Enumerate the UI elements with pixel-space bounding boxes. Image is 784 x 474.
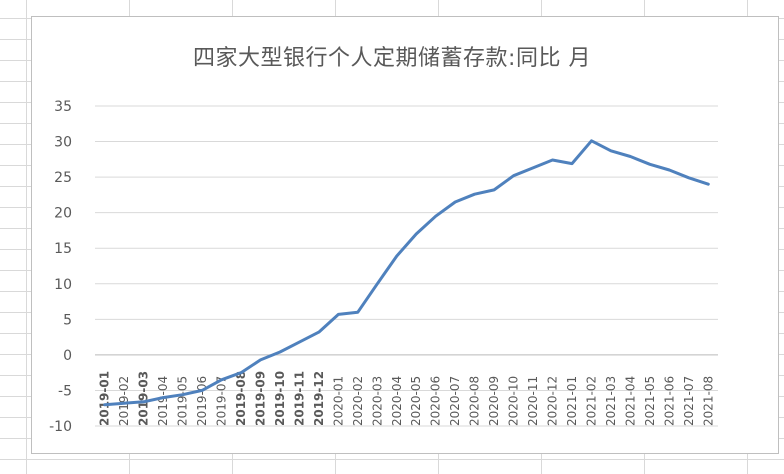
y-tick-label: -10 [49,419,72,435]
x-tick-label: 2020-04 [390,376,404,426]
x-tick-label: 2021-01 [565,376,579,426]
x-tick-label: 2021-06 [662,376,676,426]
y-tick-label: 35 [54,99,72,115]
x-tick-label: 2021-08 [701,376,715,426]
x-tick-label: 2020-01 [331,376,345,426]
x-tick-label: 2019-10 [273,371,287,426]
x-tick-label: 2019-09 [253,371,267,426]
y-tick-label: 15 [54,241,72,257]
x-tick-label: 2019-06 [195,376,209,426]
y-tick-label: 5 [63,312,72,328]
chart-area[interactable] [31,16,779,454]
x-tick-label: 2020-09 [487,376,501,426]
x-tick-label: 2020-03 [370,376,384,426]
y-tick-label: 25 [54,170,72,186]
y-tick-label: -5 [58,383,72,399]
x-tick-label: 2021-05 [643,376,657,426]
x-tick-label: 2020-12 [546,376,560,426]
series-line [103,139,710,407]
x-tick-label: 2020-10 [507,376,521,426]
x-tick-label: 2019-12 [312,371,326,426]
y-axis-ticks: 35 30 25 20 15 10 5 0 -5 -10 [49,99,72,435]
x-tick-label: 2019-08 [234,371,248,426]
x-tick-label: 2019-02 [117,376,131,426]
x-tick-label: 2019-01 [98,371,112,426]
x-tick-label: 2020-11 [526,376,540,426]
y-tick-label: 10 [54,277,72,293]
x-tick-label: 2021-02 [584,376,598,426]
x-tick-label: 2020-05 [409,376,423,426]
x-tick-label: 2020-08 [468,376,482,426]
x-tick-label: 2020-02 [351,376,365,426]
x-tick-label: 2019-05 [176,376,190,426]
x-tick-label: 2019-04 [156,376,170,426]
x-tick-label: 2021-07 [682,376,696,426]
y-tick-label: 20 [54,206,72,222]
gridlines [95,105,718,427]
y-tick-label: 0 [63,348,72,364]
x-tick-label: 2021-03 [604,376,618,426]
x-tick-label: 2019-11 [292,371,306,426]
x-tick-label: 2020-06 [429,376,443,426]
chart-title: 四家大型银行个人定期储蓄存款:同比 月 [193,46,591,71]
x-axis-ticks: 2019-01 2019-02 2019-03 2019-04 2019-05 2019-… [98,371,716,426]
y-tick-label: 30 [54,135,72,151]
x-tick-label: 2021-04 [623,376,637,426]
x-tick-label: 2019-03 [137,371,151,426]
x-tick-label: 2020-07 [448,376,462,426]
x-tick-label: 2019-07 [215,376,229,426]
